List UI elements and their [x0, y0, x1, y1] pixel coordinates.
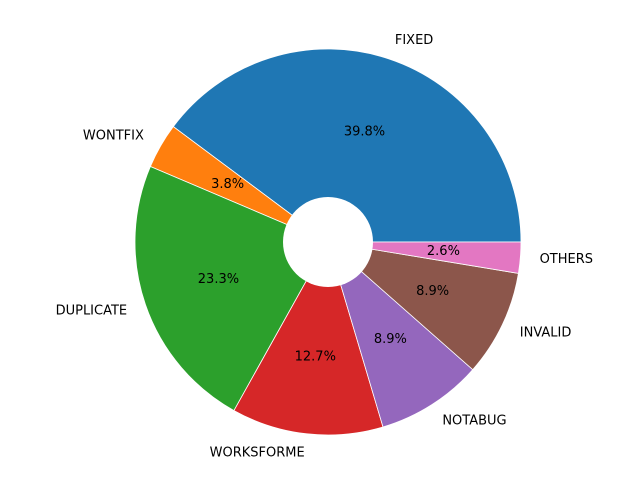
pct-label-worksforme: 12.7% [295, 350, 336, 365]
slice-worksforme [233, 240, 384, 436]
slice-label-notabug: NOTABUG [442, 413, 506, 428]
slice-others [327, 241, 522, 274]
slice-label-wontfix: WONTFIX [83, 129, 144, 144]
pct-label-notabug: 8.9% [374, 332, 407, 347]
pct-label-invalid: 8.9% [416, 284, 449, 299]
pct-label-others: 2.6% [427, 244, 460, 259]
slice-label-invalid: INVALID [520, 325, 572, 340]
slice-label-duplicate: DUPLICATE [56, 303, 128, 318]
slice-label-fixed: FIXED [395, 33, 433, 48]
pct-label-duplicate: 23.3% [198, 272, 239, 287]
pct-label-wontfix: 3.8% [211, 177, 244, 192]
slice-fixed [172, 48, 522, 243]
slice-notabug [327, 240, 474, 428]
labels-layer: FIXED 39.8% WONTFIX 3.8% DUPLICATE 23.3% WORKS… [56, 33, 593, 461]
slice-invalid [326, 241, 519, 371]
slices-layer [134, 48, 522, 436]
slice-label-others: OTHERS [540, 252, 593, 267]
slice-label-worksforme: WORKSFORME [210, 446, 305, 461]
donut-hole [283, 197, 373, 287]
slice-duplicate [134, 165, 329, 412]
pct-label-fixed: 39.8% [344, 125, 385, 140]
